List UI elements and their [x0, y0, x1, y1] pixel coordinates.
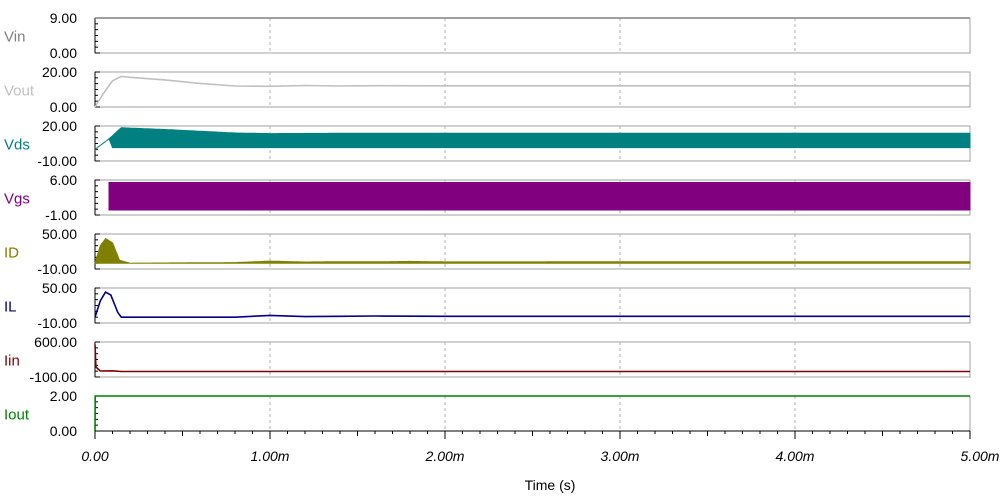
panel-frame — [94, 395, 971, 432]
chart-panels: 9.00 0.00 Vin 20.00 0.00 Vout 20.00 -10.00 Vds 6.… — [4, 10, 971, 439]
panel-il: 50.00 -10.00 IL — [4, 280, 971, 331]
panel-vgs: 6.00 -1.00 Vgs — [4, 172, 971, 223]
y-tick-label: -1.00 — [45, 207, 77, 223]
y-tick-label: 50.00 — [42, 226, 77, 242]
series-name-vgs: Vgs — [4, 191, 30, 208]
panel-frame — [94, 71, 971, 108]
series-line-iout — [94, 395, 970, 432]
series-name-vds: Vds — [4, 137, 30, 154]
panel-vds: 20.00 -10.00 Vds — [4, 118, 971, 169]
x-axis: 0.00 1.00m 2.00m 3.00m 4.00m 5.00m — [81, 430, 1000, 464]
series-name-iin: Iin — [4, 353, 20, 370]
series-line-il — [94, 291, 970, 318]
series-name-id: ID — [4, 245, 19, 262]
x-tick-label: 5.00m — [961, 448, 1000, 464]
y-tick-label: 0.00 — [50, 423, 77, 439]
panel-vout: 20.00 0.00 Vout — [4, 64, 971, 115]
y-tick-label: 50.00 — [42, 280, 77, 296]
panel-id: 50.00 -10.00 ID — [4, 226, 971, 277]
panel-frame — [94, 17, 971, 54]
series-name-iout: Iout — [4, 407, 30, 424]
x-tick-label: 4.00m — [776, 448, 815, 464]
panel-frame — [94, 233, 971, 270]
y-tick-label: -10.00 — [37, 261, 77, 277]
y-tick-label: -100.00 — [30, 369, 78, 385]
x-tick-label: 1.00m — [251, 448, 290, 464]
y-tick-label: 0.00 — [50, 99, 77, 115]
x-tick-label: 2.00m — [425, 448, 465, 464]
x-axis-title: Time (s) — [525, 477, 576, 493]
panel-iin: 600.00 -100.00 Iin — [4, 334, 971, 385]
x-tick-label: 0.00 — [81, 448, 108, 464]
series-band-vds — [94, 127, 971, 150]
y-tick-label: 2.00 — [50, 388, 77, 404]
y-tick-label: 9.00 — [50, 10, 77, 26]
series-name-il: IL — [4, 299, 17, 316]
panel-iout: 2.00 0.00 Iout — [4, 388, 971, 439]
series-band-vgs — [108, 182, 971, 211]
y-tick-label: -10.00 — [37, 315, 77, 331]
y-tick-label: -10.00 — [37, 153, 77, 169]
series-band-id — [94, 238, 971, 264]
x-tick-label: 3.00m — [601, 448, 640, 464]
series-line-vout — [94, 75, 970, 108]
y-tick-label: 6.00 — [50, 172, 77, 188]
y-tick-label: 20.00 — [42, 64, 77, 80]
series-name-vout: Vout — [4, 83, 35, 100]
series-name-vin: Vin — [4, 29, 25, 46]
panel-vin: 9.00 0.00 Vin — [4, 10, 971, 61]
series-line-iin — [94, 344, 970, 373]
y-tick-label: 600.00 — [34, 334, 77, 350]
y-tick-label: 0.00 — [50, 45, 77, 61]
y-tick-label: 20.00 — [42, 118, 77, 134]
